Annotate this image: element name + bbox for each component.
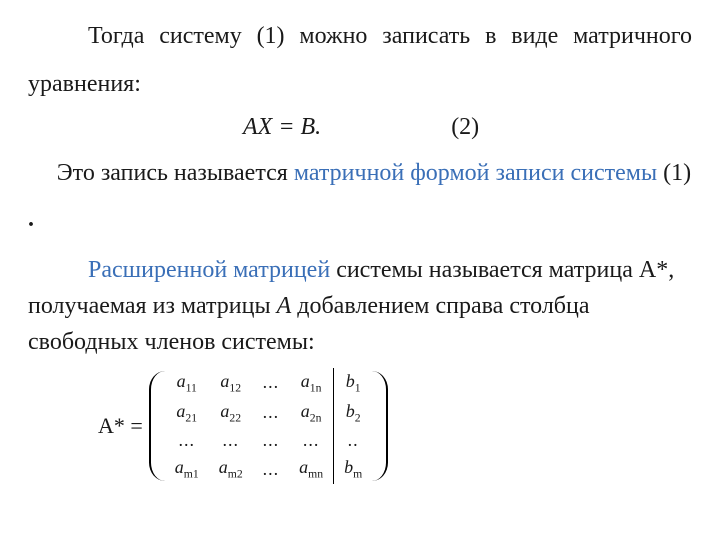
matrix-cell: ... [209, 427, 253, 454]
document-page: Тогда систему (1) можно записать в виде … [0, 0, 720, 540]
right-paren [372, 371, 388, 481]
table-row: am1 am2 ... amn bm [165, 454, 372, 484]
para3-A: A [277, 293, 292, 319]
para2-ref: (1) [657, 160, 691, 186]
matrix-label: A* = [98, 413, 143, 439]
augmented-matrix: A* = a11 a12 ... a1n b1 a21 a22 ... a2n … [98, 368, 692, 484]
table-row: ... ... ... ... .. [165, 427, 372, 454]
paragraph-extended-matrix: Расширенной матрицей системы называется … [28, 252, 692, 360]
matrix-cell: a1n [289, 368, 333, 398]
equation-row: AX = B. (2) [28, 114, 692, 141]
matrix-cell: ... [253, 454, 290, 484]
matrix-cell: ... [289, 427, 333, 454]
matrix-cell: a12 [209, 368, 253, 398]
paragraph-matrix-form: Это запись называется матричной формой з… [28, 151, 692, 242]
term-matrix-form: матричной формой записи системы [294, 160, 657, 186]
matrix-cell: b1 [334, 368, 373, 398]
matrix-cell: ... [253, 368, 290, 398]
para3-a: системы называется матрица [330, 257, 639, 283]
para2-prefix: Это запись называется [57, 160, 294, 186]
matrix-cell: ... [253, 398, 290, 428]
matrix-cell: am2 [209, 454, 253, 484]
matrix-cell: a11 [165, 368, 209, 398]
matrix-cell: amn [289, 454, 333, 484]
matrix-cell: a22 [209, 398, 253, 428]
matrix-cell: a21 [165, 398, 209, 428]
left-paren [149, 371, 165, 481]
matrix-cell: .. [334, 427, 373, 454]
table-row: a21 a22 ... a2n b2 [165, 398, 372, 428]
paragraph-intro: Тогда систему (1) можно записать в виде … [28, 12, 692, 108]
matrix-cell: b2 [334, 398, 373, 428]
equation-number: (2) [451, 114, 479, 141]
equation-text: AX = B. [243, 114, 321, 141]
table-row: a11 a12 ... a1n b1 [165, 368, 372, 398]
matrix-table: a11 a12 ... a1n b1 a21 a22 ... a2n b2 ..… [165, 368, 372, 484]
matrix-cell: bm [334, 454, 373, 484]
matrix-cell: a2n [289, 398, 333, 428]
matrix-cell: am1 [165, 454, 209, 484]
matrix-cell: ... [165, 427, 209, 454]
para3-astar: A* [639, 257, 668, 283]
para2-dot: . [28, 206, 34, 232]
term-extended-matrix: Расширенной матрицей [88, 257, 330, 283]
matrix-cell: ... [253, 427, 290, 454]
